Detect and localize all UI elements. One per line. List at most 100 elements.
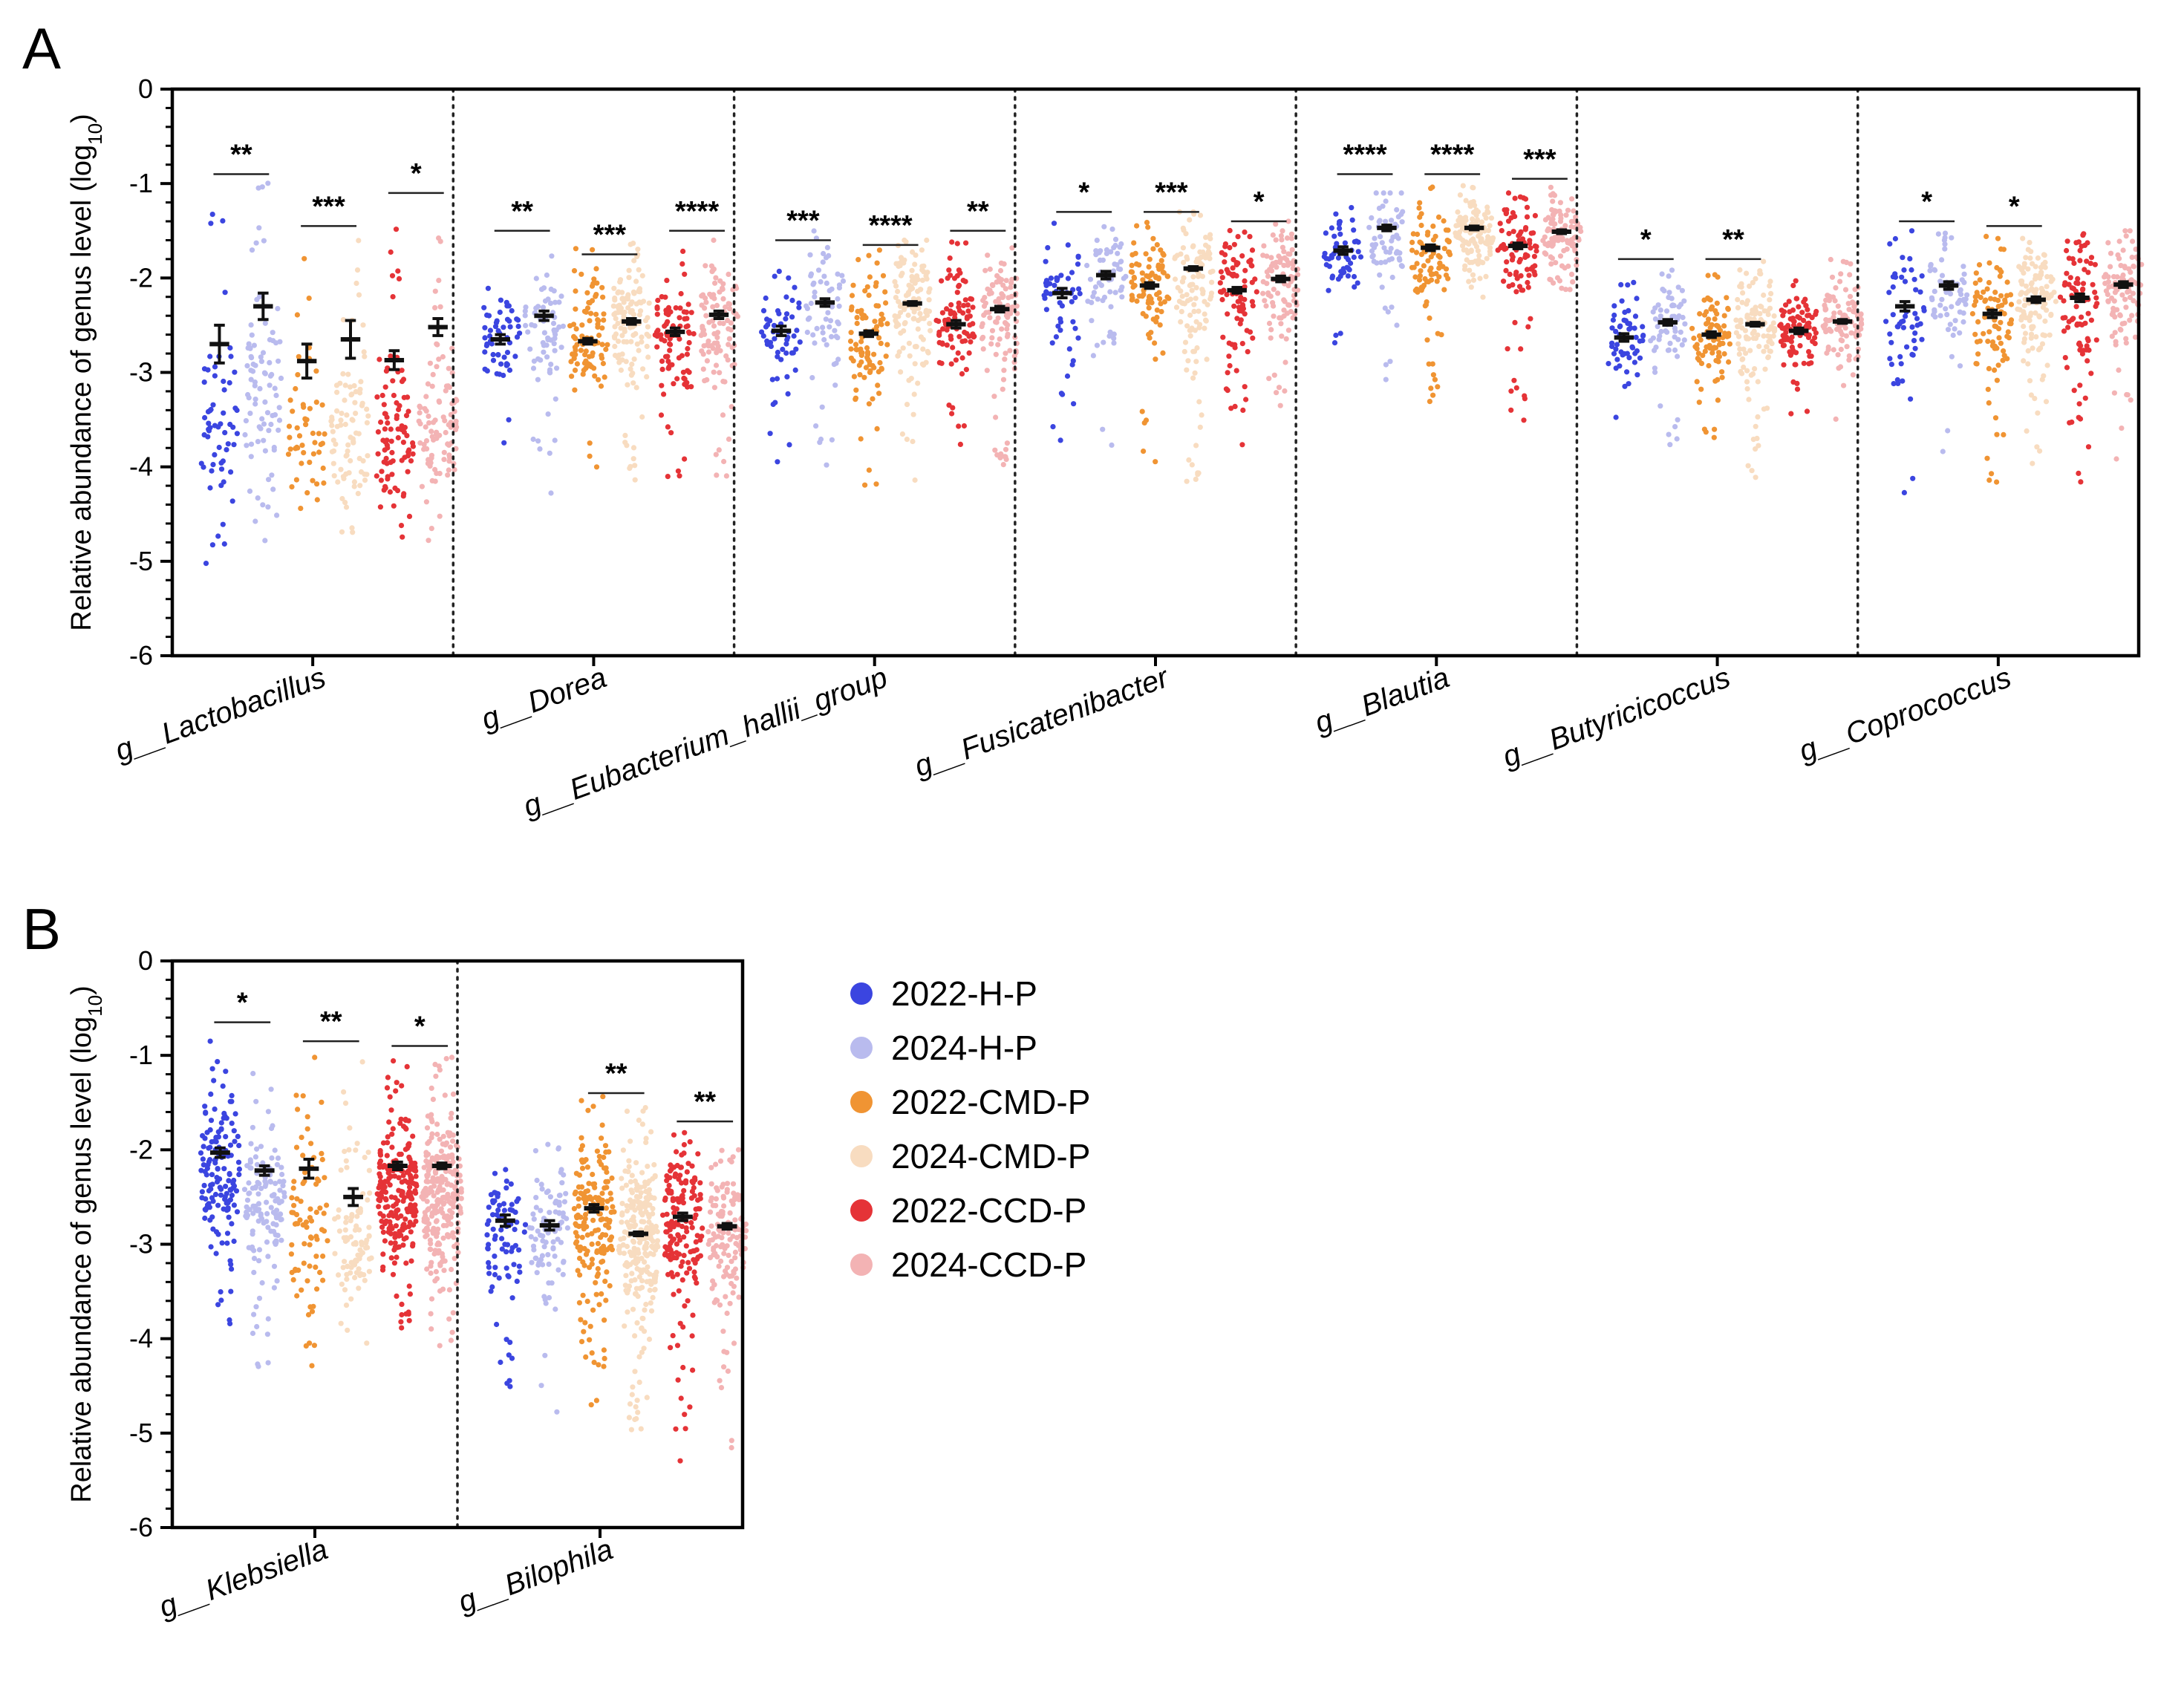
data-point <box>1631 279 1637 285</box>
data-point <box>662 338 668 344</box>
data-point <box>944 306 950 312</box>
data-point <box>432 1278 438 1284</box>
data-point <box>291 1179 297 1184</box>
data-point <box>1698 337 1704 343</box>
data-point <box>272 385 278 391</box>
data-point <box>228 469 234 475</box>
x-tick-label: g__Dorea <box>477 661 610 736</box>
data-point <box>1466 278 1472 284</box>
dot-series <box>374 226 417 540</box>
data-point <box>2108 250 2114 256</box>
data-point <box>366 1233 372 1239</box>
data-point <box>432 304 438 310</box>
data-point <box>1223 386 1229 392</box>
data-point <box>956 333 962 339</box>
data-point <box>1351 227 1357 233</box>
data-point <box>215 1231 221 1237</box>
data-point <box>1146 305 1152 311</box>
data-point <box>301 1260 307 1266</box>
data-point <box>832 327 838 333</box>
data-point <box>1972 331 1978 337</box>
category-group: ********* <box>481 196 741 496</box>
data-point <box>317 1205 323 1211</box>
data-point <box>2029 324 2035 330</box>
data-point <box>454 397 460 404</box>
data-point <box>1326 256 1332 262</box>
data-point <box>2008 301 2015 307</box>
data-point <box>482 325 488 330</box>
data-point <box>1192 327 1198 333</box>
data-point <box>1518 346 1524 352</box>
data-point <box>353 1223 359 1229</box>
data-point <box>619 290 625 296</box>
data-point <box>438 1148 445 1154</box>
data-point <box>2064 247 2070 254</box>
data-point <box>1075 335 1081 341</box>
data-point <box>1470 184 1476 191</box>
y-tick-label: -3 <box>129 357 153 388</box>
data-point <box>1227 362 1233 369</box>
data-point <box>983 310 989 316</box>
data-point <box>411 1162 417 1168</box>
data-point <box>252 518 258 524</box>
data-point <box>274 1278 280 1284</box>
data-point <box>1705 273 1711 278</box>
data-point <box>342 1148 348 1155</box>
data-point <box>275 1196 281 1202</box>
data-point <box>1248 257 1254 263</box>
data-point <box>1249 299 1255 304</box>
data-point <box>702 378 708 384</box>
data-point <box>276 417 283 423</box>
data-point <box>271 444 277 451</box>
data-point <box>1960 310 1966 316</box>
data-point <box>673 305 679 311</box>
data-point <box>249 332 255 338</box>
data-point <box>401 491 407 497</box>
data-point <box>2084 258 2090 264</box>
data-point <box>702 305 708 311</box>
data-point <box>1704 309 1709 315</box>
data-point <box>400 1198 406 1204</box>
data-point <box>632 477 638 483</box>
data-point <box>271 1285 277 1291</box>
data-point <box>446 365 452 371</box>
data-point <box>396 1233 402 1239</box>
dot-series <box>1969 233 2015 485</box>
data-point <box>382 1196 388 1202</box>
data-point <box>1914 316 1920 322</box>
data-point <box>434 1121 440 1127</box>
data-point <box>850 282 856 288</box>
data-point <box>1276 385 1282 391</box>
data-point <box>1337 330 1343 336</box>
data-point <box>962 297 968 303</box>
data-point <box>1989 339 1996 345</box>
data-point <box>287 446 293 452</box>
data-point <box>1989 343 1995 349</box>
data-point <box>880 273 887 278</box>
data-point <box>497 1202 503 1208</box>
data-point <box>1326 287 1331 293</box>
data-point <box>574 361 581 367</box>
data-point <box>1806 361 1812 367</box>
data-point <box>255 1179 261 1185</box>
data-point <box>1205 244 1211 250</box>
data-point <box>1949 353 1955 359</box>
data-point <box>281 1179 287 1184</box>
data-point <box>400 534 405 540</box>
data-point <box>1932 267 1937 273</box>
data-point <box>269 1155 275 1161</box>
data-point <box>342 1287 348 1293</box>
data-point <box>1438 332 1444 338</box>
data-point <box>402 1147 408 1153</box>
data-point <box>892 278 898 284</box>
data-point <box>612 324 618 330</box>
data-point <box>883 353 889 359</box>
data-point <box>1290 315 1296 321</box>
data-point <box>303 422 309 428</box>
category-group: ****** <box>198 139 460 567</box>
data-point <box>1095 296 1101 302</box>
data-point <box>1184 292 1190 298</box>
data-point <box>1441 218 1447 224</box>
data-point <box>1524 214 1531 220</box>
data-point <box>1202 311 1207 317</box>
